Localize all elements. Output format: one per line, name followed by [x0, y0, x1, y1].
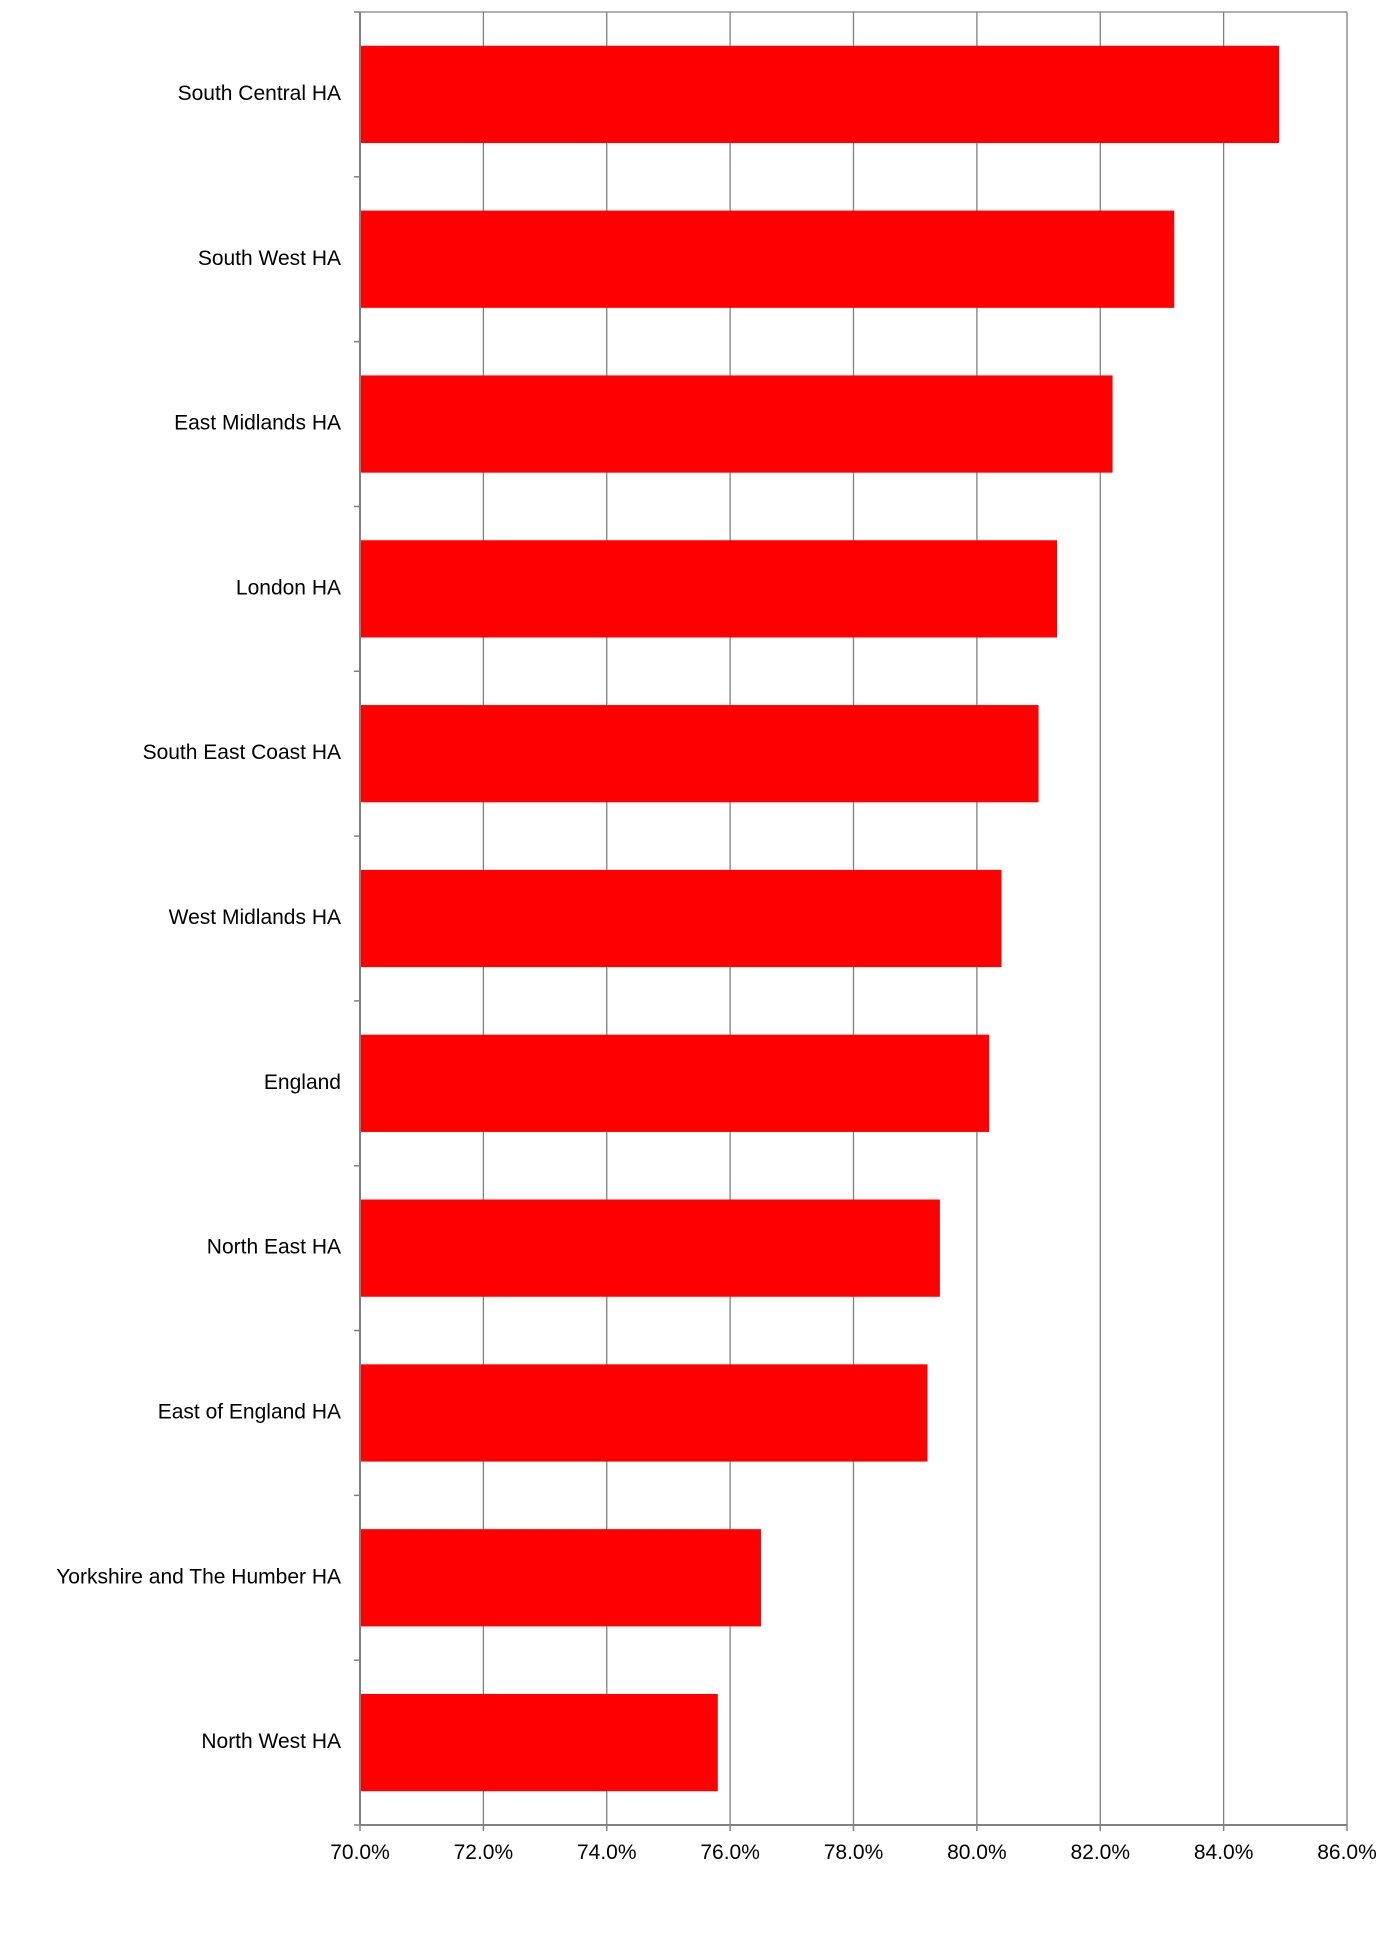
x-tick-label: 78.0%	[824, 1841, 884, 1864]
category-label: Yorkshire and The Humber HA	[56, 1565, 341, 1588]
category-label: England	[264, 1071, 341, 1094]
bar	[360, 1694, 718, 1791]
category-labels: South Central HA South West HA East Midlan…	[56, 82, 341, 1753]
bar	[360, 1200, 940, 1297]
x-tick-label: 74.0%	[577, 1841, 637, 1864]
bar	[360, 1364, 928, 1461]
x-tick-labels: 70.0% 72.0% 74.0% 76.0% 78.0% 80.0% 82.0% 84.0%…	[330, 1841, 1377, 1864]
category-label: London HA	[236, 576, 341, 599]
x-tick-label: 72.0%	[454, 1841, 514, 1864]
x-tick-label: 84.0%	[1194, 1841, 1254, 1864]
x-tick-label: 80.0%	[947, 1841, 1007, 1864]
bar	[360, 870, 1002, 967]
x-tick-label: 86.0%	[1317, 1841, 1377, 1864]
bar	[360, 375, 1113, 472]
bar	[360, 705, 1039, 802]
x-tick-label: 76.0%	[700, 1841, 760, 1864]
bar	[360, 1035, 989, 1132]
bar	[360, 540, 1057, 637]
category-label: South West HA	[198, 247, 341, 270]
category-label: West Midlands HA	[169, 906, 341, 929]
category-label: South East Coast HA	[143, 741, 341, 764]
category-label: East Midlands HA	[174, 412, 341, 435]
bars	[360, 46, 1279, 1791]
category-label: North West HA	[201, 1730, 341, 1753]
x-tick-label: 82.0%	[1070, 1841, 1130, 1864]
bar	[360, 211, 1174, 308]
x-tick-label: 70.0%	[330, 1841, 390, 1864]
category-label: East of England HA	[158, 1401, 341, 1424]
bar	[360, 1529, 761, 1626]
category-label: North East HA	[207, 1236, 341, 1259]
category-label: South Central HA	[178, 82, 341, 105]
bar	[360, 46, 1279, 143]
